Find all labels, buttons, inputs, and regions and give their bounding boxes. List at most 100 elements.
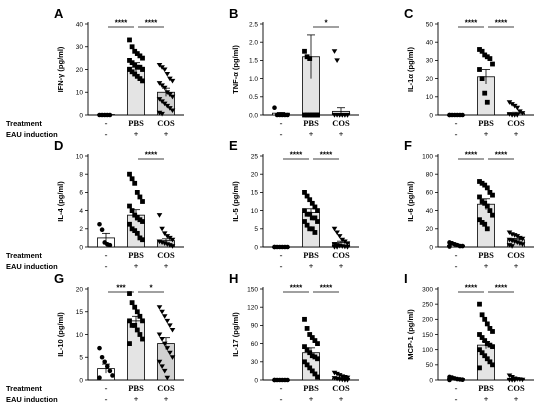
data-point <box>132 323 138 328</box>
y-tick-label: 0.5 <box>249 94 258 101</box>
data-point <box>159 364 165 369</box>
data-point <box>309 215 315 221</box>
data-point <box>482 221 488 227</box>
data-point <box>127 318 132 324</box>
eau-mark: + <box>339 129 344 139</box>
data-point <box>169 327 176 333</box>
category-label: COS <box>332 383 350 393</box>
category-label: PBS <box>128 118 144 128</box>
data-point <box>164 234 171 239</box>
category-label: COS <box>507 383 525 393</box>
significance-label: **** <box>320 284 333 293</box>
data-point <box>482 90 488 96</box>
significance-label: *** <box>116 284 126 293</box>
eau-row-label: EAU induction <box>6 130 58 139</box>
panel-label: B <box>229 6 238 21</box>
data-point <box>302 359 307 365</box>
data-point <box>169 244 176 249</box>
data-point <box>127 67 132 72</box>
data-point <box>482 316 488 322</box>
data-point <box>107 242 113 248</box>
data-point <box>315 208 320 213</box>
data-point <box>129 44 135 50</box>
data-point <box>331 226 338 232</box>
data-point <box>312 204 318 210</box>
data-point <box>302 112 307 118</box>
data-point <box>482 353 488 359</box>
eau-mark: + <box>339 394 344 404</box>
data-point <box>479 312 485 318</box>
data-point <box>477 365 482 371</box>
y-axis-label: IL-4 (pg/ml) <box>56 181 65 222</box>
data-point <box>97 375 102 381</box>
data-point <box>137 313 143 319</box>
data-point <box>132 228 138 234</box>
data-point <box>140 67 145 72</box>
significance-label: * <box>324 19 328 28</box>
data-point <box>156 359 163 365</box>
data-point <box>304 362 310 368</box>
panel-label: C <box>404 6 414 21</box>
y-tick-label: 50 <box>426 362 434 369</box>
y-tick-label: 10 <box>76 90 84 97</box>
category-label: PBS <box>478 383 494 393</box>
data-point <box>460 112 465 118</box>
data-point <box>511 378 518 383</box>
category-label: - <box>455 250 458 260</box>
y-axis-label: IL-1α (pg/ml) <box>406 46 415 92</box>
data-point <box>482 338 488 343</box>
data-point <box>140 336 145 342</box>
y-tick-label: 15 <box>76 309 84 316</box>
data-point <box>127 58 132 63</box>
treatment-row-label: Treatment <box>6 251 42 260</box>
data-point <box>272 377 277 383</box>
data-point <box>164 346 171 351</box>
data-point <box>161 67 168 73</box>
eau-mark: + <box>309 261 314 271</box>
y-tick-label: 2.0 <box>249 40 258 47</box>
eau-mark: + <box>134 129 139 139</box>
y-tick-label: 8 <box>79 172 83 179</box>
data-point <box>129 323 135 328</box>
data-point <box>134 64 140 70</box>
y-tick-label: 40 <box>76 21 84 28</box>
y-tick-label: 90 <box>251 323 259 330</box>
data-point <box>479 350 485 356</box>
category-label: - <box>280 250 283 260</box>
data-point <box>487 56 493 61</box>
y-tick-label: 0 <box>254 377 258 384</box>
data-point <box>519 111 526 116</box>
data-point <box>140 318 145 324</box>
eau-mark: + <box>514 394 519 404</box>
y-tick-label: 80 <box>426 172 434 179</box>
data-point <box>134 230 140 236</box>
data-point <box>307 350 313 356</box>
data-point <box>137 194 143 200</box>
data-point <box>161 314 168 319</box>
data-point <box>490 212 495 218</box>
data-point <box>479 48 485 54</box>
data-point <box>129 226 135 232</box>
data-point <box>99 227 105 233</box>
data-point <box>312 230 318 235</box>
data-point <box>509 374 515 380</box>
eau-mark: + <box>164 129 169 139</box>
eau-mark: + <box>309 394 314 404</box>
y-tick-label: 10 <box>251 208 259 215</box>
data-point <box>307 56 313 61</box>
data-point <box>169 237 176 243</box>
data-point <box>312 112 318 118</box>
data-point <box>137 217 143 223</box>
data-point <box>490 61 495 67</box>
y-tick-label: 5 <box>254 226 258 233</box>
y-tick-label: 100 <box>422 347 433 354</box>
y-tick-label: 30 <box>251 359 259 366</box>
data-point <box>307 211 313 217</box>
y-tick-label: 0 <box>79 244 83 251</box>
significance-label: **** <box>290 151 303 160</box>
y-axis-label: IL-17 (pg/ml) <box>231 312 240 357</box>
category-label: PBS <box>478 118 494 128</box>
y-tick-label: 4 <box>79 208 83 215</box>
data-point <box>315 356 320 362</box>
